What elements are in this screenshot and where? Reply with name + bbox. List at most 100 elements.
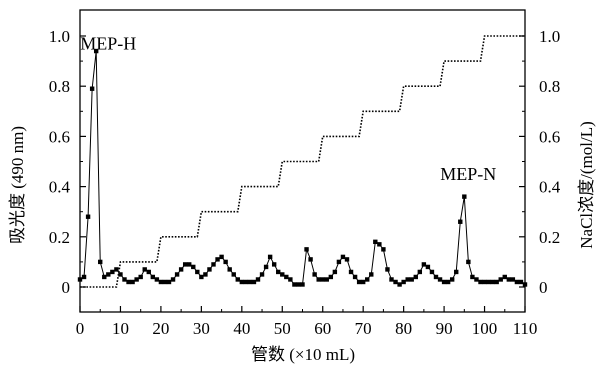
absorbance-point xyxy=(191,264,196,270)
y-axis-left: 0 0.2 0.4 0.6 0.8 1.0 xyxy=(49,27,86,297)
absorbance-point xyxy=(449,277,455,282)
absorbance-point xyxy=(365,277,370,282)
absorbance-point xyxy=(332,269,338,275)
absorbance-point xyxy=(134,277,139,282)
absorbance-point xyxy=(154,277,160,282)
x-tick-label: 50 xyxy=(274,319,291,338)
absorbance-point xyxy=(77,277,83,282)
absorbance-point xyxy=(150,274,156,280)
absorbance-point xyxy=(482,279,487,285)
absorbance-point xyxy=(207,267,212,272)
absorbance-point xyxy=(162,279,168,285)
absorbance-point xyxy=(178,267,184,272)
absorbance-point xyxy=(385,267,390,272)
y-right-tick-label: 1.0 xyxy=(539,27,560,46)
x-tick-label: 80 xyxy=(395,319,412,338)
x-tick-label: 100 xyxy=(472,319,498,338)
absorbance-point xyxy=(98,259,103,265)
y-axis-right: 0 0.2 0.4 0.6 0.8 1.0 xyxy=(519,27,561,297)
series-absorbance xyxy=(77,48,528,287)
x-tick-label: 20 xyxy=(152,319,169,338)
absorbance-point xyxy=(348,269,354,275)
absorbance-point xyxy=(81,274,87,280)
series-nacl-gradient xyxy=(80,35,525,288)
absorbance-point xyxy=(397,282,402,287)
x-tick-label: 30 xyxy=(193,319,210,338)
peak-annotation: MEP-H xyxy=(80,34,136,54)
absorbance-point xyxy=(441,279,447,285)
absorbance-point xyxy=(304,247,309,252)
absorbance-point xyxy=(158,279,164,285)
absorbance-point xyxy=(300,282,305,287)
absorbance-point xyxy=(494,279,499,285)
absorbance-point xyxy=(93,48,99,54)
absorbance-point xyxy=(360,279,366,285)
plot-frame xyxy=(79,9,526,313)
absorbance-point xyxy=(89,86,95,91)
absorbance-point xyxy=(336,259,342,265)
absorbance-point xyxy=(142,267,147,272)
absorbance-point xyxy=(316,277,321,282)
absorbance-point xyxy=(369,272,374,277)
absorbance-point xyxy=(466,259,471,265)
absorbance-point xyxy=(182,262,188,267)
x-tick-label: 90 xyxy=(436,319,453,338)
absorbance-point xyxy=(462,194,467,199)
y-right-tick-label: 0.2 xyxy=(539,228,560,247)
absorbance-point xyxy=(231,272,236,277)
absorbance-point xyxy=(352,274,358,280)
absorbance-point xyxy=(170,277,176,282)
absorbance-point xyxy=(433,274,439,280)
absorbance-point xyxy=(122,277,127,282)
absorbance-point xyxy=(211,262,216,267)
absorbance-point xyxy=(454,269,459,275)
annotations: MEP-H MEP-N xyxy=(80,34,496,185)
absorbance-point xyxy=(510,277,516,282)
absorbance-point xyxy=(328,274,334,280)
y-right-tick-label: 0.4 xyxy=(539,178,561,197)
y-right-tick-label: 0 xyxy=(539,278,548,297)
absorbance-point xyxy=(251,279,257,285)
x-tick-label: 70 xyxy=(355,319,372,338)
absorbance-point xyxy=(292,282,297,287)
gradient-line xyxy=(80,35,525,288)
absorbance-point xyxy=(255,277,261,282)
absorbance-point xyxy=(138,274,143,280)
absorbance-point xyxy=(203,272,208,277)
y-left-tick-label: 0.4 xyxy=(49,178,71,197)
absorbance-point xyxy=(267,254,273,260)
absorbance-point xyxy=(389,277,394,282)
absorbance-point xyxy=(490,279,495,285)
absorbance-point xyxy=(356,279,362,285)
absorbance-point xyxy=(470,274,475,280)
y-left-tick-label: 0.2 xyxy=(49,228,70,247)
y-left-tick-label: 1.0 xyxy=(49,27,70,46)
absorbance-point xyxy=(486,279,491,285)
absorbance-point xyxy=(458,219,463,224)
absorbance-point xyxy=(215,257,220,262)
absorbance-point xyxy=(474,277,479,282)
absorbance-point xyxy=(195,269,200,275)
absorbance-point xyxy=(320,277,325,282)
absorbance-point xyxy=(166,279,172,285)
absorbance-point xyxy=(308,257,313,262)
absorbance-point xyxy=(223,259,228,265)
absorbance-point xyxy=(235,277,240,282)
absorbance-point xyxy=(522,282,528,287)
x-tick-label: 60 xyxy=(314,319,331,338)
absorbance-point xyxy=(393,279,398,285)
absorbance-point xyxy=(271,262,277,267)
y-right-tick-label: 0.6 xyxy=(539,127,560,146)
absorbance-point xyxy=(514,279,520,285)
absorbance-point xyxy=(421,262,427,267)
absorbance-point xyxy=(259,272,265,277)
x-axis: 0 10 20 30 40 50 60 70 80 90 100 110 xyxy=(76,306,537,338)
absorbance-point xyxy=(126,279,131,285)
x-tick-label: 10 xyxy=(112,319,129,338)
absorbance-point xyxy=(288,277,293,282)
absorbance-point xyxy=(239,279,245,285)
absorbance-point xyxy=(381,247,386,252)
absorbance-point xyxy=(227,267,232,272)
absorbance-point xyxy=(405,277,410,282)
